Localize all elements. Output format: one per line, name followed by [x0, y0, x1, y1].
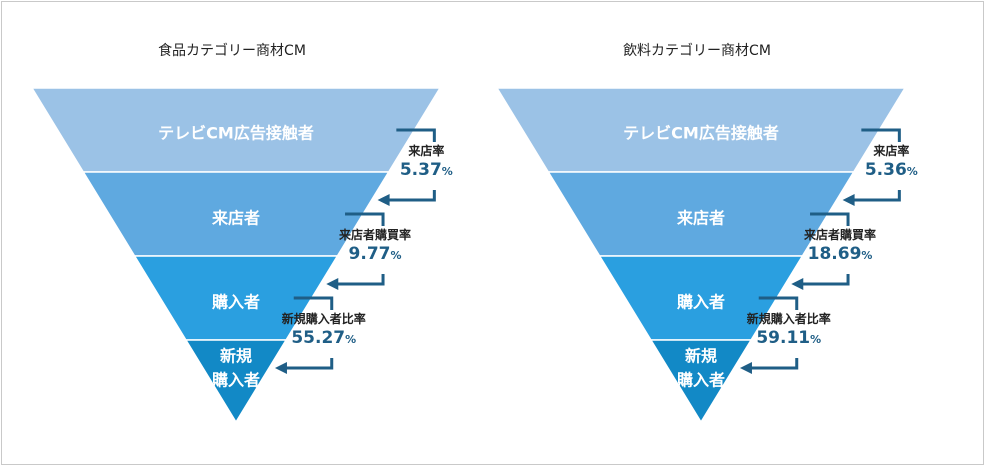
conversion-arrow: [387, 190, 436, 202]
funnel-panel-2: 飲料カテゴリー商材CMテレビCM広告接触者来店者購入者新規購入者来店率5.36%…: [495, 42, 918, 424]
funnel-stage-label: テレビCM広告接触者: [623, 124, 779, 143]
conversion-arrow: [852, 190, 901, 202]
conversion-value: 5.36%: [865, 160, 918, 180]
conversion-bracket: [758, 296, 799, 310]
conversion-bracket: [396, 128, 436, 142]
arrow-head-icon: [274, 362, 287, 374]
arrow-head-icon: [377, 194, 390, 206]
conversion-arrow: [284, 358, 334, 370]
conversion-value: 55.27%: [291, 328, 356, 348]
conversion-value: 5.37%: [400, 160, 453, 180]
conversion-label: 来店率: [407, 143, 444, 158]
conversion-arrow: [336, 274, 385, 286]
conversion-arrow: [801, 274, 850, 286]
conversion-label: 来店者購買率: [338, 227, 411, 242]
conversion-label: 新規購入者比率: [282, 311, 366, 326]
arrow-head-icon: [739, 362, 752, 374]
conversion-value: 59.11%: [756, 328, 821, 348]
chart-title: 飲料カテゴリー商材CM: [623, 42, 771, 59]
conversion-value: 18.69%: [808, 244, 873, 264]
funnel-stage-label: テレビCM広告接触者: [158, 124, 314, 143]
conversion-arrow: [749, 358, 799, 370]
conversion-label: 来店率: [872, 143, 909, 158]
conversion-value: 9.77%: [349, 244, 402, 264]
funnel-stage-label: 新規: [685, 347, 717, 366]
conversion-label: 来店者購買率: [803, 227, 876, 242]
funnel-panel-1: 食品カテゴリー商材CMテレビCM広告接触者来店者購入者新規購入者来店率5.37%…: [30, 42, 453, 424]
conversion-bracket: [345, 212, 385, 226]
chart-title: 食品カテゴリー商材CM: [158, 42, 306, 59]
funnel-stage-label: 購入者: [211, 293, 260, 312]
conversion-bracket: [861, 128, 901, 142]
conversion-label: 新規購入者比率: [747, 311, 831, 326]
arrow-head-icon: [791, 278, 804, 290]
conversion-bracket: [293, 296, 334, 310]
conversion-bracket: [810, 212, 850, 226]
funnel-stage-4: [184, 339, 288, 424]
funnel-stage-label: 来店者: [676, 209, 725, 228]
funnel-stage-label: 新規: [220, 347, 252, 366]
funnel-stage-label: 購入者: [676, 371, 725, 390]
funnel-stage-4: [649, 339, 753, 424]
arrow-head-icon: [842, 194, 855, 206]
funnel-stage-label: 購入者: [211, 371, 260, 390]
funnel-stage-label: 購入者: [676, 293, 725, 312]
arrow-head-icon: [326, 278, 339, 290]
funnel-stage-label: 来店者: [211, 209, 260, 228]
